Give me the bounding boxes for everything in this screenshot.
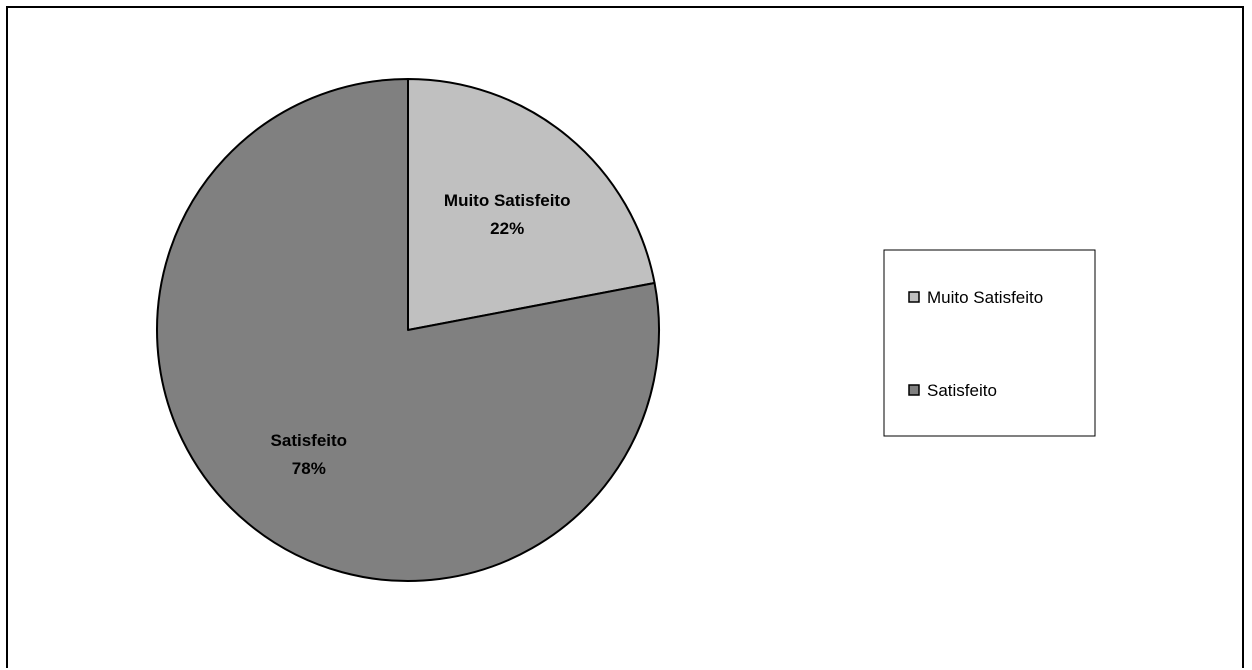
legend-box [883,249,1096,437]
legend-items: Muito Satisfeito Satisfeito [908,288,1043,400]
pie-slice-muito-satisfeito [407,78,656,331]
legend-swatch [908,384,920,396]
pie-chart: Muito Satisfeito 22% Satisfeito 78% Muito S… [156,78,1096,582]
pie-slice-labels: Muito Satisfeito 22% Satisfeito 78% [271,191,571,478]
pie-slices [156,78,660,582]
chart-frame: Muito Satisfeito 22% Satisfeito 78% Muito S… [6,6,1244,668]
pie-slice-satisfeito [156,78,660,582]
legend-label: Satisfeito [927,381,997,400]
slice-category-label: Muito Satisfeito [444,191,571,210]
slice-percent-label: 78% [292,459,326,478]
slice-category-label: Satisfeito [271,431,348,450]
legend-swatch [908,291,920,303]
legend-label: Muito Satisfeito [927,288,1043,307]
slice-percent-label: 22% [490,219,524,238]
legend: Muito Satisfeito Satisfeito [883,249,1096,437]
